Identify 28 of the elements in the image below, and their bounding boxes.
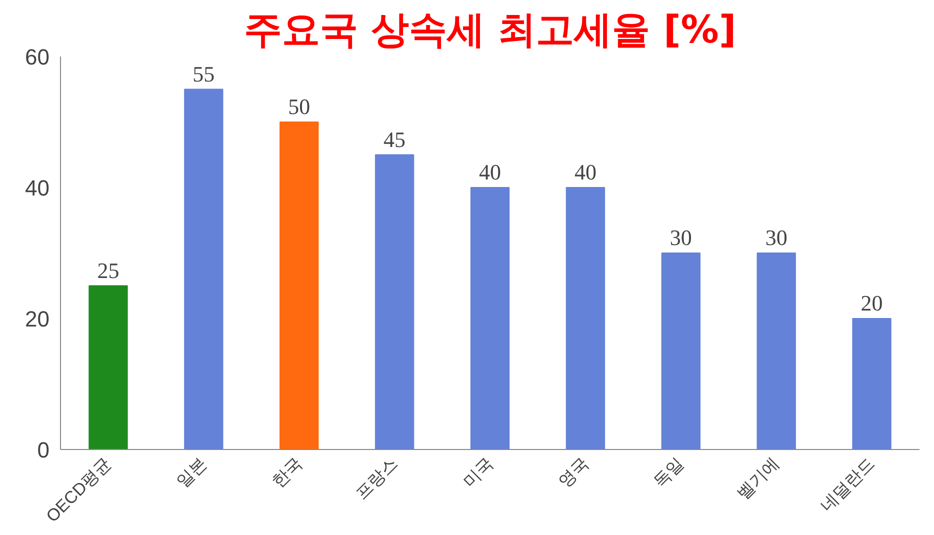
bar (184, 88, 224, 450)
data-label: 30 (670, 225, 692, 250)
chart-title: 주요국 상속세 최고세율 [%] (244, 8, 736, 52)
x-tick-label: 미국 (459, 454, 497, 492)
data-label: 25 (97, 258, 120, 283)
x-tick-label: 한국 (268, 454, 306, 492)
bar (280, 122, 319, 450)
y-tick-label: 60 (25, 44, 50, 70)
data-label: 40 (479, 160, 501, 184)
data-label: 50 (288, 94, 310, 119)
y-tick-label: 20 (25, 306, 50, 332)
bar (374, 154, 414, 450)
bar (661, 252, 700, 450)
x-tick-label: 독일 (650, 454, 688, 492)
data-label: 55 (192, 61, 215, 86)
data-label: 20 (860, 290, 883, 316)
bar (566, 187, 606, 450)
bar (88, 285, 128, 450)
x-tick-label: 일본 (172, 454, 210, 492)
y-tick-label: 0 (37, 438, 50, 462)
data-label: 30 (765, 225, 788, 250)
bar (852, 318, 892, 450)
data-label: 45 (384, 126, 406, 152)
x-tick-label: 영국 (554, 454, 592, 492)
bar (470, 187, 510, 450)
data-label: 40 (574, 160, 596, 184)
bar (756, 252, 796, 450)
y-tick-label: 40 (25, 176, 50, 200)
